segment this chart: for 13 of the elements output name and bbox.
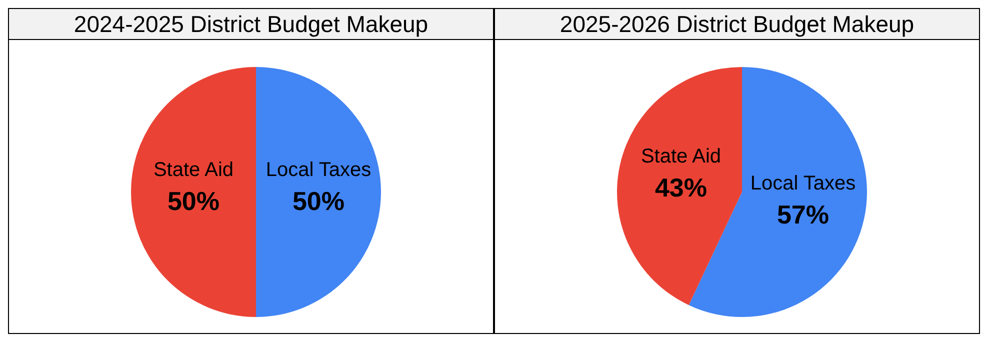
pie-slice xyxy=(617,67,742,306)
data-label: 57% xyxy=(776,200,830,230)
data-label: 50% xyxy=(292,186,345,216)
slice-label: State Aid xyxy=(640,145,722,168)
slice-label: Local Taxes xyxy=(266,159,372,181)
pie-slice xyxy=(256,67,381,317)
chart-title: 2025-2026 District Budget Makeup xyxy=(495,9,979,40)
data-label: 43% xyxy=(654,172,708,202)
slice-label: State Aid xyxy=(153,159,234,181)
slice-label: Local Taxes xyxy=(750,172,856,195)
data-label: 50% xyxy=(167,186,220,216)
pie-slice xyxy=(131,67,256,317)
chart-title: 2024-2025 District Budget Makeup xyxy=(9,9,493,40)
